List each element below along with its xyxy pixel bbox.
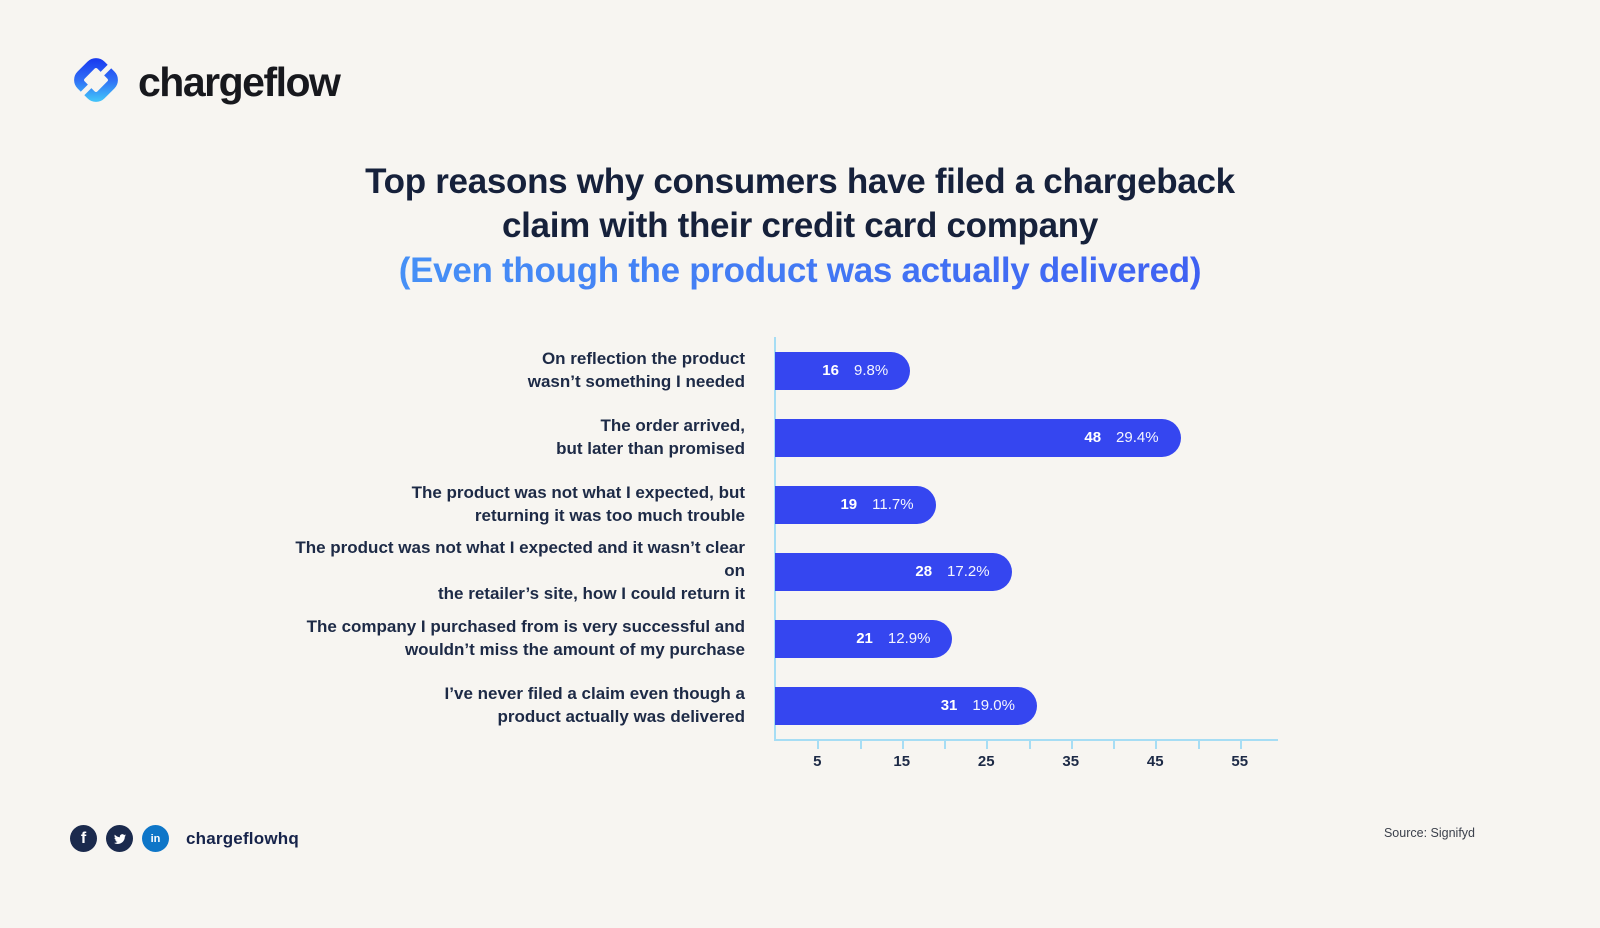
source-attribution: Source: Signifyd: [1383, 826, 1475, 840]
bar-track: 21 12.9%: [775, 605, 1315, 672]
bar-value-label: 19: [840, 496, 858, 513]
bar: 16 9.8%: [775, 351, 911, 390]
bar-track: 19 11.7%: [775, 471, 1315, 538]
title-line-2: claim with their credit card company: [501, 206, 1099, 245]
bar-percent-label: 12.9%: [887, 630, 931, 647]
category-label: The product was not what I expected and …: [295, 538, 745, 603]
x-axis-labels: 5 15 25 35 45 55: [775, 741, 1315, 775]
category-label: The order arrived, but later than promis…: [556, 415, 745, 458]
chart-rows: On reflection the product wasn’t somethi…: [285, 337, 1315, 741]
chart-title-block: Top reasons why consumers have filed a c…: [0, 160, 1600, 294]
chart-row: The company I purchased from is very suc…: [285, 605, 1315, 672]
category-label: The company I purchased from is very suc…: [306, 616, 745, 659]
x-tick-label: 5: [813, 753, 822, 770]
bar-track: 16 9.8%: [775, 337, 1315, 404]
bar-track: 28 17.2%: [775, 538, 1315, 605]
bar-track: 48 29.4%: [775, 404, 1315, 471]
linkedin-icon[interactable]: in: [142, 825, 169, 852]
footer-social-bar: f in chargeflowhq: [70, 825, 299, 852]
bar: 28 17.2%: [775, 552, 1012, 591]
social-handle: chargeflowhq: [186, 828, 299, 848]
brand-wordmark: chargeflow: [138, 59, 341, 105]
x-tick-label: 45: [1146, 753, 1164, 770]
bar-percent-label: 9.8%: [853, 362, 889, 379]
y-axis-line: [774, 337, 776, 741]
title-line-1: Top reasons why consumers have filed a c…: [365, 162, 1235, 201]
chart-row: I’ve never filed a claim even though a p…: [285, 672, 1315, 739]
x-axis-tick: [817, 739, 820, 749]
facebook-icon[interactable]: f: [70, 825, 97, 852]
chart-row: The product was not what I expected and …: [285, 538, 1315, 605]
bar-chart: On reflection the product wasn’t somethi…: [285, 337, 1315, 775]
bar: 31 19.0%: [775, 686, 1037, 725]
x-axis-tick: [986, 739, 989, 749]
x-axis-tick: [1197, 739, 1200, 749]
bar-percent-label: 11.7%: [872, 496, 914, 513]
chart-row: The order arrived, but later than promis…: [285, 404, 1315, 471]
bar: 48 29.4%: [775, 418, 1181, 457]
x-tick-label: 35: [1062, 753, 1080, 770]
bar-value-label: 16: [822, 362, 839, 379]
bar-percent-label: 19.0%: [972, 697, 1015, 714]
bar-percent-label: 29.4%: [1116, 429, 1159, 446]
x-tick-label: 55: [1231, 753, 1249, 770]
brand-logo: chargeflow: [70, 54, 341, 111]
bar-value-label: 21: [856, 630, 873, 647]
x-axis: [775, 739, 1278, 749]
chart-row: The product was not what I expected, but…: [285, 471, 1315, 538]
category-label: On reflection the product wasn’t somethi…: [527, 348, 745, 391]
x-tick-label: 25: [977, 753, 995, 770]
bar-value-label: 31: [940, 697, 958, 714]
x-axis-tick: [1155, 739, 1158, 749]
chargeflow-diamond-logo-icon: [70, 54, 122, 111]
twitter-icon[interactable]: [106, 825, 133, 852]
category-label: I’ve never filed a claim even though a p…: [444, 683, 745, 726]
x-tick-label: 15: [893, 753, 911, 770]
bar: 21 12.9%: [775, 619, 953, 658]
x-axis-tick: [1070, 739, 1073, 749]
x-axis-tick: [901, 739, 904, 749]
bar-track: 31 19.0%: [775, 672, 1315, 739]
x-axis-tick: [944, 739, 946, 749]
bar-value-label: 28: [915, 563, 933, 580]
x-axis-tick: [859, 739, 862, 749]
title-subtitle: (Even though the product was actually de…: [0, 248, 1600, 294]
bar: 19 11.7%: [775, 485, 936, 524]
x-axis-tick: [1239, 739, 1242, 749]
x-axis-tick: [1113, 739, 1115, 749]
bar-percent-label: 17.2%: [947, 563, 990, 580]
chart-row: On reflection the product wasn’t somethi…: [285, 337, 1315, 404]
bar-value-label: 48: [1084, 429, 1102, 446]
category-label: The product was not what I expected, but…: [411, 482, 745, 525]
x-axis-tick: [1028, 739, 1031, 749]
